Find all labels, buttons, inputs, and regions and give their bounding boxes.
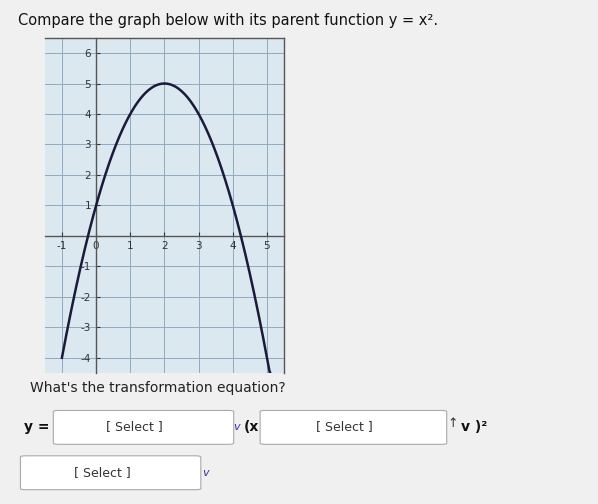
Text: v )²: v )² xyxy=(461,420,487,434)
Text: v: v xyxy=(233,422,240,432)
Text: What's the transformation equation?: What's the transformation equation? xyxy=(30,381,285,395)
Text: [ Select ]: [ Select ] xyxy=(106,420,163,433)
FancyBboxPatch shape xyxy=(20,456,201,490)
Text: v: v xyxy=(202,468,209,478)
Text: ↑: ↑ xyxy=(448,417,459,430)
Text: [ Select ]: [ Select ] xyxy=(74,466,130,478)
Text: [ Select ]: [ Select ] xyxy=(316,420,373,433)
Text: (x: (x xyxy=(243,420,259,434)
Text: Compare the graph below with its parent function y = x².: Compare the graph below with its parent … xyxy=(18,13,438,28)
FancyBboxPatch shape xyxy=(260,410,447,445)
Text: y =: y = xyxy=(24,420,50,434)
FancyBboxPatch shape xyxy=(53,410,234,445)
